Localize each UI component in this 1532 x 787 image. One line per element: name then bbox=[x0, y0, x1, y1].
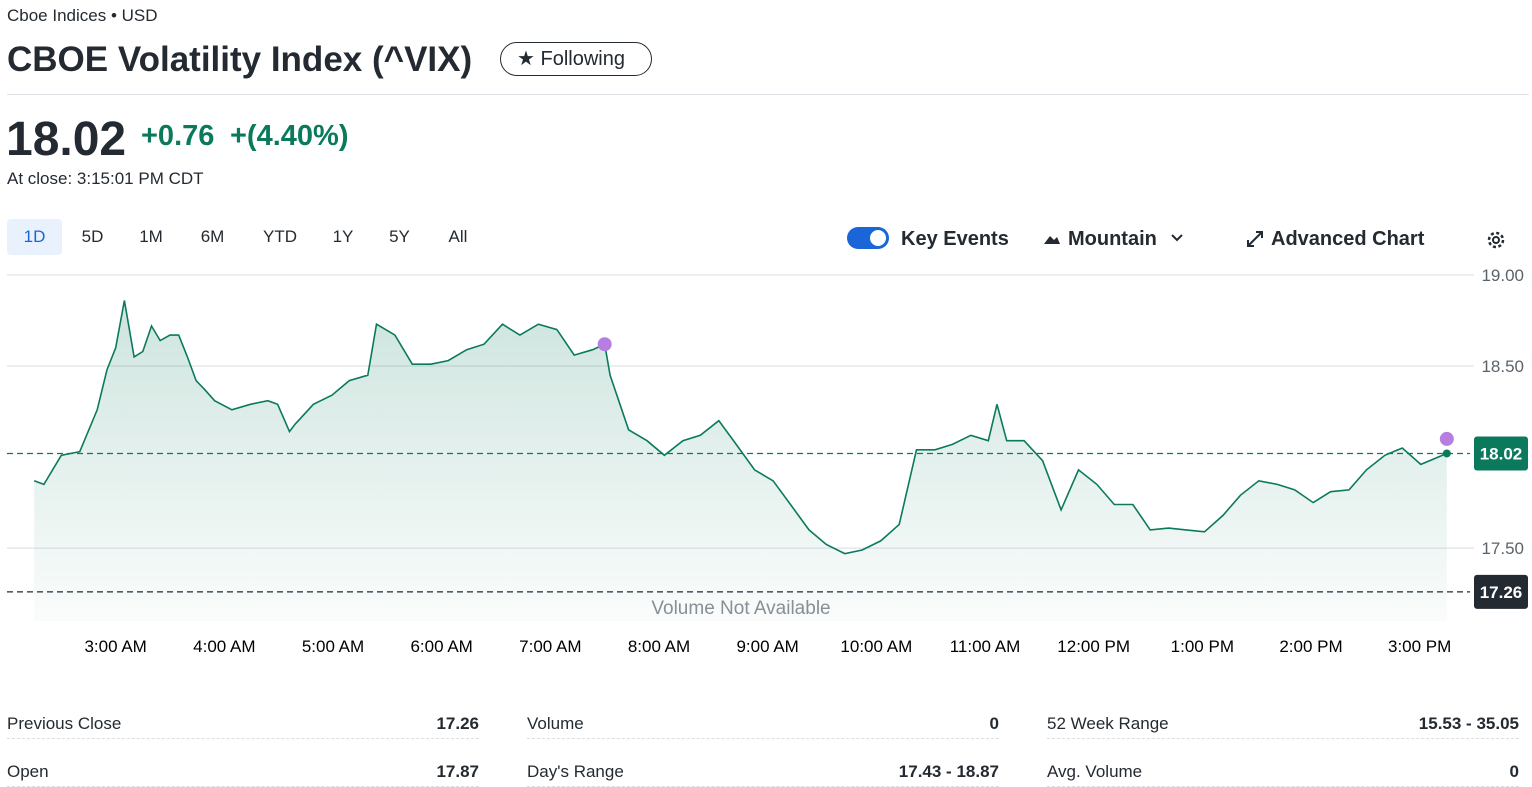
follow-button[interactable]: ★ Following bbox=[500, 42, 652, 76]
price-badge bbox=[1474, 436, 1528, 471]
range-tab[interactable]: 1Y bbox=[332, 227, 354, 246]
stat-row: Day's Range 17.43 - 18.87 bbox=[527, 746, 999, 787]
price-badge-label: 18.02 bbox=[1480, 444, 1523, 463]
x-tick-label: 3:00 AM bbox=[84, 637, 146, 656]
x-tick-label: 7:00 AM bbox=[519, 637, 581, 656]
stat-value: 17.87 bbox=[436, 762, 479, 781]
x-tick-label: 11:00 AM bbox=[950, 637, 1021, 656]
stat-row: Avg. Volume 0 bbox=[1047, 746, 1519, 787]
settings-icon[interactable] bbox=[1484, 228, 1508, 252]
stat-row: Open 17.87 bbox=[7, 746, 479, 787]
change: +0.76 bbox=[141, 120, 215, 152]
stat-label: Previous Close bbox=[7, 714, 122, 733]
range-tab[interactable]: All bbox=[448, 227, 468, 246]
range-tab[interactable]: 1D bbox=[7, 219, 62, 255]
toggle[interactable] bbox=[847, 227, 889, 249]
x-tick-label: 9:00 AM bbox=[736, 637, 798, 656]
stat-value: 15.53 - 35.05 bbox=[1418, 714, 1519, 733]
range-tab[interactable]: 1M bbox=[139, 227, 163, 246]
range-tab[interactable]: YTD bbox=[263, 227, 297, 246]
price-line bbox=[33, 300, 1448, 555]
y-tick-label: 19.00 bbox=[1481, 266, 1524, 285]
stat-row: 52 Week Range 15.53 - 35.05 bbox=[1047, 698, 1519, 739]
price-badge bbox=[1474, 574, 1528, 609]
title: CBOE Volatility Index (^VIX) bbox=[7, 40, 473, 79]
stat-value: 17.43 - 18.87 bbox=[898, 762, 999, 781]
stat-value: 17.26 bbox=[436, 714, 479, 733]
range-tab[interactable]: 5Y bbox=[389, 227, 410, 246]
key-events[interactable]: Key Events bbox=[901, 228, 1009, 250]
stat-row: Previous Close 17.26 bbox=[7, 698, 479, 739]
chart: 17.50 18.50 19.00 3:00 AM 4:00 AM 5:00 AM 6:00… bbox=[7, 266, 1528, 656]
price: 18.02 bbox=[6, 113, 127, 166]
mountain-icon bbox=[1044, 236, 1060, 244]
stat-label: Day's Range bbox=[527, 762, 624, 781]
stat-row: Volume 0 bbox=[527, 698, 999, 739]
x-tick-label: 8:00 AM bbox=[628, 637, 690, 656]
stat-label: Avg. Volume bbox=[1047, 762, 1143, 781]
exchange: Cboe Indices • USD bbox=[7, 6, 158, 25]
event-marker[interactable] bbox=[597, 337, 612, 352]
follow-label: Following bbox=[540, 48, 625, 70]
divider bbox=[7, 94, 1529, 95]
stat-label: Open bbox=[7, 762, 49, 781]
stat-label: 52 Week Range bbox=[1047, 714, 1169, 733]
x-tick-label: 12:00 PM bbox=[1057, 637, 1130, 656]
y-tick-label: 17.50 bbox=[1481, 539, 1524, 558]
x-tick-label: 6:00 AM bbox=[410, 637, 472, 656]
close-time: At close: 3:15:01 PM CDT bbox=[7, 169, 204, 188]
last-point bbox=[1442, 449, 1451, 458]
x-tick-label: 5:00 AM bbox=[302, 637, 364, 656]
chevron bbox=[1171, 234, 1183, 242]
event-marker[interactable] bbox=[1439, 431, 1454, 446]
x-tick-label: 1:00 PM bbox=[1171, 637, 1234, 656]
expand-icon bbox=[1247, 231, 1263, 247]
range-tab[interactable]: 6M bbox=[200, 227, 225, 246]
price-badge-label: 17.26 bbox=[1480, 583, 1523, 602]
x-tick-label: 10:00 AM bbox=[840, 637, 912, 656]
advanced-chart[interactable]: Advanced Chart bbox=[1271, 228, 1425, 250]
range-tab[interactable]: 5D bbox=[81, 227, 104, 246]
stat-label: Volume bbox=[527, 714, 584, 733]
change-percent: +(4.40%) bbox=[230, 120, 349, 152]
x-tick-label: 3:00 PM bbox=[1388, 637, 1451, 656]
stat-value: 0 bbox=[1509, 762, 1519, 781]
stat-value: 0 bbox=[989, 714, 999, 733]
area bbox=[34, 300, 1447, 621]
y-tick-label: 18.50 bbox=[1481, 357, 1524, 376]
x-tick-label: 4:00 AM bbox=[193, 637, 255, 656]
x-tick-label: 2:00 PM bbox=[1279, 637, 1342, 656]
chart-style[interactable]: Mountain bbox=[1068, 228, 1157, 250]
